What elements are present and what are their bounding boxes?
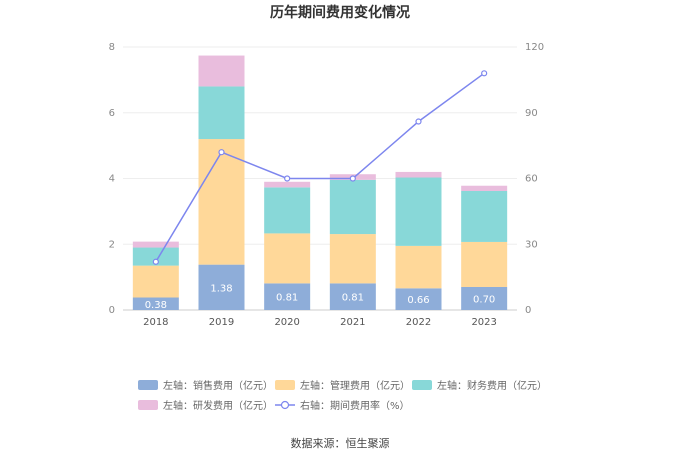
rate-point — [284, 175, 291, 182]
bar-segment — [264, 181, 311, 188]
x-tick-label: 2023 — [471, 317, 496, 328]
legend-label: 左轴：研发费用（亿元） — [163, 399, 273, 412]
left-tick-label: 4 — [109, 174, 115, 185]
bar-segment — [395, 288, 442, 310]
right-tick-label: 30 — [525, 239, 538, 250]
legend-swatch-icon — [138, 380, 158, 390]
bar-series — [132, 55, 508, 310]
bar-segment — [132, 241, 179, 248]
bar-segment — [395, 245, 442, 289]
bar-value-label: 1.38 — [210, 283, 232, 294]
legend-label: 右轴：期间费用率（%） — [300, 399, 410, 412]
x-axis: 2018 2019 2020 2021 2022 2023 — [143, 317, 497, 328]
right-tick-label: 120 — [525, 42, 544, 53]
bar-segment — [132, 297, 179, 310]
left-tick-label: 6 — [109, 108, 115, 119]
bar-segment — [132, 265, 179, 298]
bar-value-label: 0.66 — [407, 295, 429, 306]
bar-segment — [198, 139, 245, 265]
rate-point — [481, 70, 488, 77]
legend-marker-icon — [280, 400, 290, 410]
bar-value-label: 0.38 — [145, 300, 167, 311]
left-tick-label: 8 — [109, 42, 115, 53]
legend-swatch-icon — [138, 400, 158, 410]
rate-point — [218, 149, 225, 156]
x-tick-label: 2020 — [274, 317, 299, 328]
bar-segment — [395, 177, 442, 246]
bar-segment — [329, 234, 376, 284]
rate-line — [152, 70, 488, 265]
legend-swatch-icon — [275, 380, 295, 390]
x-tick-label: 2021 — [340, 317, 365, 328]
bar-segment — [461, 190, 508, 242]
bar-segment — [132, 247, 179, 266]
bar-segment — [264, 283, 311, 310]
right-axis-ticks: 0 30 60 90 120 — [525, 42, 544, 316]
bar-value-label: 0.70 — [473, 294, 495, 305]
right-tick-label: 60 — [525, 174, 538, 185]
legend-label: 左轴：管理费用（亿元） — [300, 379, 410, 392]
rate-point — [349, 175, 356, 182]
bar-labels: 0.38 1.38 0.81 0.81 0.66 0.70 — [145, 283, 496, 310]
bar-segment — [329, 179, 376, 235]
chart-title: 历年期间费用变化情况 — [270, 4, 410, 21]
data-source: 数据来源：恒生聚源 — [291, 436, 390, 450]
bar-value-label: 0.81 — [276, 293, 298, 304]
x-tick-label: 2019 — [209, 317, 234, 328]
bar-segment — [198, 264, 245, 310]
left-tick-label: 2 — [109, 239, 115, 250]
bar-value-label: 0.81 — [342, 293, 364, 304]
right-tick-label: 0 — [525, 305, 531, 316]
bar-segment — [329, 283, 376, 310]
x-tick-label: 2018 — [143, 317, 168, 328]
bar-segment — [461, 241, 508, 287]
rate-point — [415, 118, 422, 125]
legend-label: 左轴：财务费用（亿元） — [437, 379, 547, 392]
right-tick-label: 90 — [525, 108, 538, 119]
bar-segment — [395, 171, 442, 178]
bar-segment — [461, 286, 508, 310]
left-tick-label: 0 — [109, 305, 115, 316]
x-tick-label: 2022 — [406, 317, 431, 328]
legend-label: 左轴：销售费用（亿元） — [163, 379, 273, 392]
legend: 左轴：销售费用（亿元） 左轴：管理费用（亿元） 左轴：财务费用（亿元） 左轴：研发费用… — [138, 379, 547, 412]
rate-line-path — [155, 72, 485, 263]
bar-segment — [461, 185, 508, 191]
bar-segment — [264, 187, 311, 234]
legend-swatch-icon — [412, 380, 432, 390]
bar-segment — [264, 233, 311, 284]
bar-segment — [198, 55, 245, 87]
left-axis-ticks: 0 2 4 6 8 — [109, 42, 115, 316]
bar-segment — [198, 86, 245, 140]
rate-point — [152, 258, 159, 265]
